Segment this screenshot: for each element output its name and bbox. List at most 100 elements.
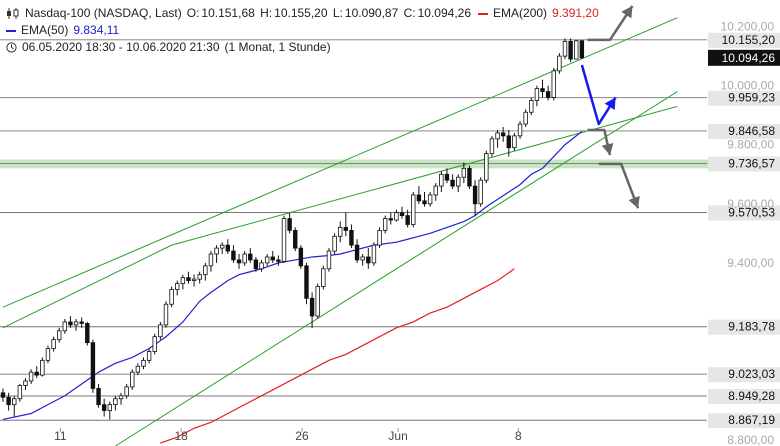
current-price-label-bg	[708, 49, 780, 66]
current-price-label: 10.094,26	[722, 51, 776, 65]
candle-body	[124, 386, 129, 397]
legend-low-label: L:	[332, 6, 343, 20]
candle-body	[62, 321, 68, 332]
candle-body	[411, 194, 416, 225]
x-tick-label: 8	[515, 429, 522, 443]
y-tick-label: 10.200,00	[721, 20, 775, 34]
price-level-label: 9.846,58	[728, 124, 775, 138]
candle-body	[253, 259, 259, 270]
scenario-arrow	[598, 162, 640, 209]
scenario-arrow	[587, 5, 634, 42]
ema200-line	[160, 268, 515, 444]
candle-body	[236, 259, 242, 264]
scenario-arrow-head	[604, 97, 616, 110]
candle-body	[579, 40, 585, 59]
candle-body	[326, 250, 332, 270]
candle-body	[315, 286, 320, 317]
candle-body	[562, 40, 568, 57]
legend-ohlc: O: 10.151,68 H: 10.155,20 L: 10.090,87 C: 10…	[187, 5, 473, 22]
candle-body	[321, 268, 326, 287]
x-tick-label: 26	[295, 429, 309, 443]
scenario-arrow-head	[601, 143, 614, 156]
price-level-label: 8.949,28	[728, 389, 775, 403]
candle-body	[45, 348, 51, 361]
candle-body	[28, 371, 34, 382]
candle-body	[186, 277, 191, 281]
candle-body	[34, 371, 39, 376]
candle-body	[208, 253, 214, 267]
candle-body	[57, 330, 62, 341]
candle-body	[540, 88, 545, 92]
candle-body	[416, 194, 422, 202]
candle-body	[225, 244, 230, 252]
candle-body	[287, 218, 292, 231]
candle-body	[203, 265, 208, 276]
candle-body	[180, 277, 186, 284]
price-level-label: 9.023,03	[728, 367, 775, 381]
ema50-line	[2, 130, 583, 421]
candle-body	[113, 398, 118, 406]
x-tick-label: 11	[54, 429, 67, 443]
price-level-label-bg	[708, 156, 780, 172]
legend-row-ema50: EMA(50) 9.834,11	[6, 22, 599, 39]
chart-legend: Nasdaq-100 (NASDAQ, Last) O: 10.151,68 H:…	[6, 5, 599, 56]
candle-body	[231, 250, 236, 261]
legend-high-label: H:	[260, 6, 273, 20]
candle-body	[512, 135, 517, 149]
candle-body	[298, 247, 304, 267]
legend-ema50-label: EMA(50)	[21, 23, 69, 37]
x-axis: 11 18 26 Jun 8	[54, 428, 522, 443]
candle-body	[51, 339, 56, 349]
candle-body	[557, 55, 562, 72]
candle-body	[343, 227, 349, 231]
legend-range: 06.05.2020 18:30 - 10.06.2020 21:30	[22, 40, 220, 54]
candle-body	[405, 215, 410, 225]
candle-body	[371, 244, 377, 264]
candle-body	[90, 342, 96, 389]
candle-body	[456, 176, 461, 187]
candle-body	[270, 256, 275, 261]
candle-body	[309, 297, 315, 317]
price-level-label: 9.183,78	[728, 320, 775, 334]
candle-body	[467, 167, 472, 187]
candle-body	[79, 321, 84, 324]
candle-body	[85, 323, 90, 344]
candle-body	[169, 289, 174, 305]
candlestick-icon	[7, 8, 19, 19]
y-tick-label: 9.600,00	[727, 197, 774, 211]
candle-body	[461, 167, 467, 178]
scenario-arrow	[580, 64, 617, 126]
candle-body	[574, 40, 579, 60]
candle-body	[175, 283, 180, 290]
candle-body	[523, 111, 528, 125]
candle-body	[0, 392, 6, 398]
candle-body	[158, 324, 163, 338]
candle-body	[495, 132, 500, 140]
price-level-label-bg	[708, 389, 780, 405]
candle-body	[382, 218, 388, 231]
legend-ema200-value: 9.391,20	[552, 6, 599, 20]
candle-body	[248, 253, 253, 261]
candle-body	[427, 194, 433, 205]
candle-body	[422, 200, 427, 205]
candle-body	[242, 253, 247, 264]
price-level-label: 9.959,23	[728, 91, 775, 105]
candle-body	[388, 218, 393, 221]
candle-body	[276, 259, 281, 262]
candle-body	[281, 218, 287, 262]
ema200-swatch	[478, 12, 489, 15]
legend-open: 10.151,68	[201, 6, 255, 20]
candle-body	[146, 351, 152, 361]
scenario-arrow	[587, 128, 612, 156]
candle-body	[472, 185, 478, 205]
x-tick-label: 18	[174, 429, 188, 443]
candle-body	[354, 244, 360, 261]
candle-body	[506, 135, 511, 149]
scenario-arrows	[580, 5, 640, 209]
y-tick-label: 9.400,00	[727, 256, 774, 270]
candles	[0, 38, 585, 420]
scenario-arrow-head	[621, 5, 633, 19]
candle-body	[478, 179, 483, 205]
legend-symbol: Nasdaq-100 (NASDAQ, Last)	[25, 6, 182, 20]
